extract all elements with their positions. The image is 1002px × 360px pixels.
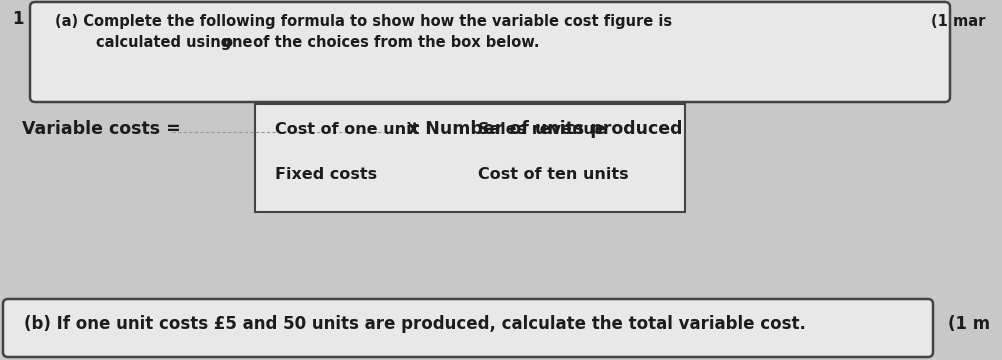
- Text: calculated using: calculated using: [55, 35, 236, 50]
- Bar: [255, 104, 685, 212]
- Text: (1 mar: (1 mar: [931, 14, 985, 29]
- Text: (a) Complete the following formula to show how the variable cost figure is: (a) Complete the following formula to sh…: [55, 14, 672, 29]
- Text: x Number of units produced: x Number of units produced: [408, 120, 682, 138]
- Text: Cost of one unit: Cost of one unit: [275, 122, 420, 137]
- Text: 1: 1: [12, 10, 23, 28]
- FancyBboxPatch shape: [3, 299, 933, 357]
- Text: (b) If one unit costs £5 and 50 units are produced, calculate the total variable: (b) If one unit costs £5 and 50 units ar…: [24, 315, 806, 333]
- Text: Cost of ten units: Cost of ten units: [478, 167, 628, 182]
- Text: one: one: [222, 35, 253, 50]
- Text: of the choices from the box below.: of the choices from the box below.: [248, 35, 539, 50]
- Text: Variable costs =: Variable costs =: [22, 120, 180, 138]
- Text: Fixed costs: Fixed costs: [275, 167, 377, 182]
- FancyBboxPatch shape: [30, 2, 950, 102]
- Text: Sales revenue: Sales revenue: [478, 122, 605, 137]
- Text: (1 m: (1 m: [948, 315, 990, 333]
